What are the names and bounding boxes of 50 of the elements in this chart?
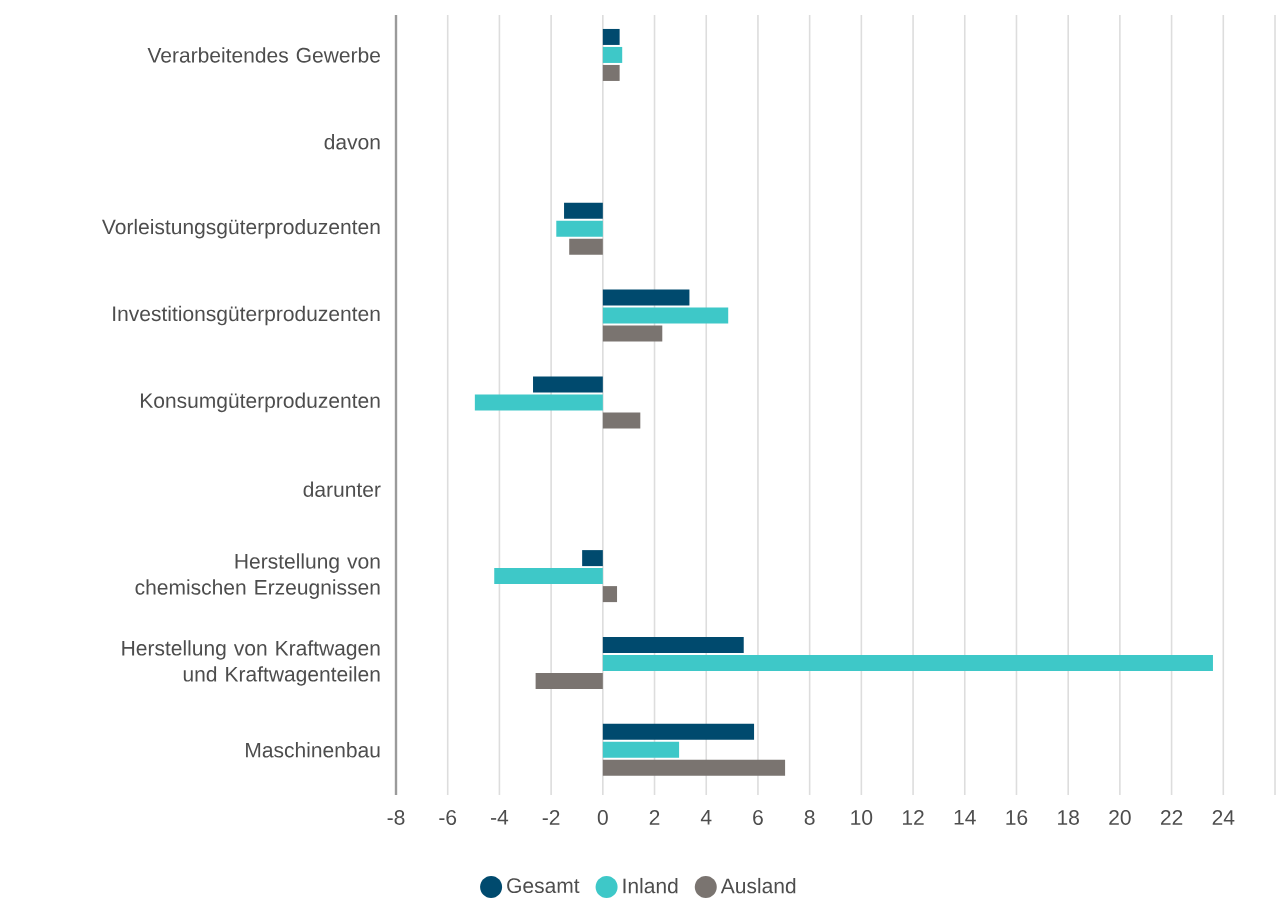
y-tick-label: Verarbeitendes Gewerbe: [147, 47, 380, 63]
legend-label: Ausland: [720, 877, 796, 894]
x-tick-label: 6: [753, 810, 763, 825]
x-tick-label: 22: [1160, 810, 1183, 825]
y-tick-label: Maschinenbau: [246, 742, 380, 758]
x-tick-label: 20: [1109, 810, 1131, 825]
bar: [556, 220, 603, 237]
x-tick-label: 4: [700, 810, 712, 825]
bar: [602, 654, 1213, 671]
x-tick-label: 14: [954, 810, 976, 825]
x-tick-label: 12: [902, 810, 924, 825]
bar: [602, 586, 618, 603]
bar: [602, 307, 729, 324]
bar: [602, 759, 786, 776]
legend-label: Gesamt: [507, 878, 580, 894]
bar: [602, 64, 620, 81]
x-tick-label: 10: [851, 810, 873, 825]
bar: [602, 46, 623, 63]
x-tick-label: -4: [491, 810, 509, 825]
bar: [494, 568, 603, 585]
y-tick-label: Herstellung von Kraftwagen und Kraftwagenteilen: [122, 640, 380, 686]
bar: [569, 238, 603, 255]
legend-label: Inland: [623, 877, 678, 894]
bar: [533, 376, 603, 393]
bar: [535, 672, 603, 689]
x-tick-label: 0: [597, 810, 608, 825]
x-tick-label: 8: [804, 810, 815, 825]
bar: [602, 412, 641, 429]
x-tick-label: 16: [1006, 810, 1028, 825]
bar: [582, 550, 603, 567]
bar: [602, 325, 663, 342]
x-tick-label: -6: [439, 810, 457, 825]
y-tick-label: darunter: [303, 481, 381, 497]
x-tick-label: 24: [1212, 810, 1235, 825]
y-tick-label: Vorleistungsgüterproduzenten: [102, 218, 380, 239]
bar: [602, 28, 620, 45]
bar: [602, 289, 690, 306]
x-tick-label: -8: [387, 810, 405, 825]
x-tick-label: 18: [1058, 810, 1079, 825]
x-tick-label: -2: [542, 810, 560, 825]
y-tick-label: davon: [324, 134, 380, 150]
bar: [564, 202, 603, 219]
bar: [602, 723, 755, 740]
y-tick-label: Herstellung von chemischen Erzeugnissen: [135, 553, 380, 599]
x-tick-label: 2: [649, 810, 660, 825]
bar: [602, 741, 680, 758]
y-tick-label: Investitionsgüterproduzenten: [113, 305, 380, 326]
y-tick-label: Konsumgüterproduzenten: [140, 392, 380, 413]
bar: [474, 394, 603, 411]
bar: [602, 636, 744, 653]
